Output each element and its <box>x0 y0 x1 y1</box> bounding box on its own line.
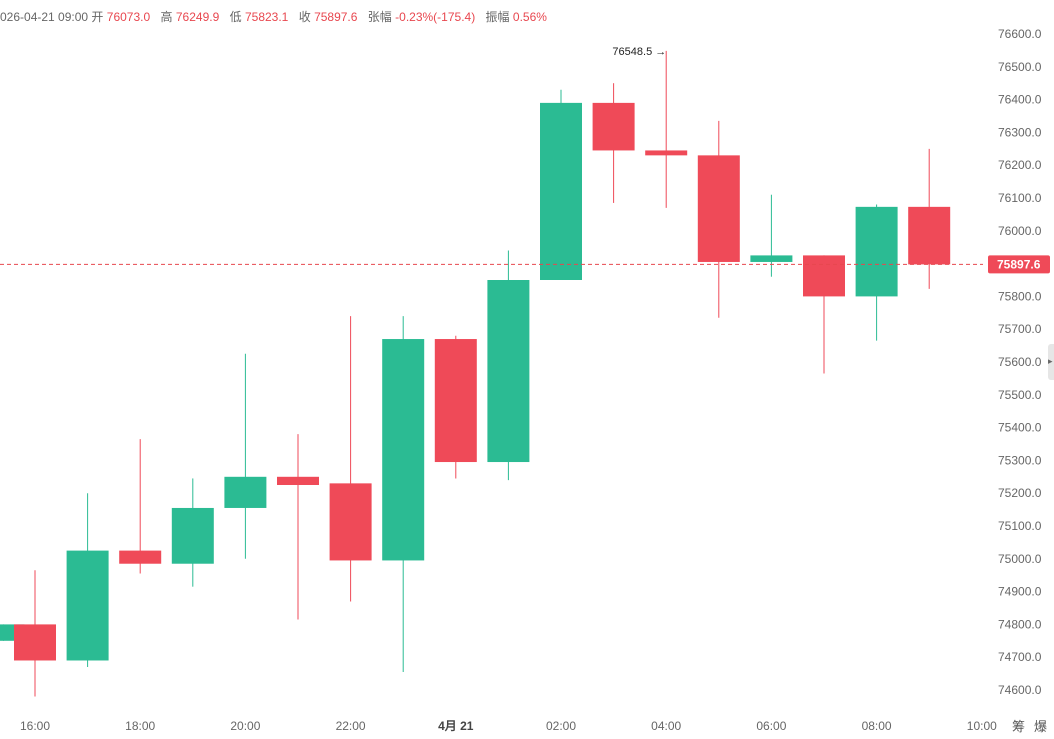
chip-distribution-label[interactable]: 筹 <box>1012 719 1025 734</box>
info-low-value: 75823.1 <box>244 10 289 24</box>
info-high-label: 高 <box>160 10 173 24</box>
time-tick-label: 4月 21 <box>438 719 474 733</box>
info-low-label: 低 <box>229 10 242 24</box>
info-datetime: 026-04-21 09:00 <box>0 10 89 24</box>
price-tick-label: 75400.0 <box>998 421 1042 435</box>
candle-23:00[interactable] <box>382 316 425 672</box>
ohlc-info-bar: 026-04-21 09:00 开 76073.0 高 76249.9 低 75… <box>0 8 554 24</box>
price-tick-label: 76300.0 <box>998 125 1042 139</box>
candle-body <box>224 476 267 508</box>
arrow-right-icon: → <box>655 46 666 58</box>
candle-00:00[interactable] <box>434 335 477 479</box>
candle-body <box>803 255 845 297</box>
info-change-value: -0.23%(-175.4) <box>395 10 476 24</box>
candle-01:00[interactable] <box>487 250 530 481</box>
price-tick-label: 75500.0 <box>998 388 1042 402</box>
price-tick-label: 75600.0 <box>998 355 1042 369</box>
candle-19:00[interactable] <box>171 478 214 587</box>
price-tick-label: 76500.0 <box>998 60 1042 74</box>
price-axis[interactable]: 76600.0 76500.0 76400.0 76300.0 76200.0 76100… <box>998 27 1042 697</box>
time-tick-label: 06:00 <box>756 719 786 733</box>
candle-body <box>382 339 425 561</box>
candle-21:00[interactable] <box>277 434 319 620</box>
time-tick-label: 16:00 <box>20 719 50 733</box>
candle-17:00[interactable] <box>66 493 109 668</box>
price-tick-label: 75300.0 <box>998 453 1042 467</box>
max-price-annotation: 76548.5 <box>612 46 652 58</box>
price-tick-label: 75800.0 <box>998 289 1042 303</box>
time-axis[interactable]: 16:00 18:00 20:00 22:00 4月 21 02:00 04:00 06:00… <box>20 719 997 733</box>
candle-16:00[interactable] <box>14 570 56 697</box>
candle-body <box>487 280 530 463</box>
candle-body <box>66 550 109 661</box>
candle-09:00[interactable] <box>908 148 951 289</box>
candles-layer <box>0 50 951 697</box>
candle-body <box>908 206 951 265</box>
time-tick-label: 18:00 <box>125 719 155 733</box>
time-tick-label: 08:00 <box>862 719 892 733</box>
info-close-value: 75897.6 <box>314 10 358 24</box>
candle-07:00[interactable] <box>803 255 845 374</box>
price-tick-label: 75200.0 <box>998 486 1042 500</box>
candle-03:00[interactable] <box>592 83 635 203</box>
candle-body <box>329 483 372 561</box>
price-tick-label: 75700.0 <box>998 322 1042 336</box>
candle-body <box>434 339 477 463</box>
current-price-tag-bg <box>988 255 1050 274</box>
candle-05:00[interactable] <box>697 120 740 318</box>
side-collapse-handle[interactable]: ▸ <box>1048 344 1054 380</box>
candle-18:00[interactable] <box>119 439 162 574</box>
price-tick-label: 76400.0 <box>998 93 1042 107</box>
candle-04:00[interactable] <box>645 50 688 208</box>
time-tick-label: 22:00 <box>336 719 366 733</box>
info-change-label: 张幅 <box>367 10 392 24</box>
current-price-tag: 75897.6 <box>988 255 1050 274</box>
price-tick-label: 76100.0 <box>998 191 1042 205</box>
time-tick-label: 20:00 <box>230 719 260 733</box>
price-tick-label: 75000.0 <box>998 552 1042 566</box>
candle-body <box>277 476 319 485</box>
info-amplitude-value: 0.56% <box>512 10 547 24</box>
info-open-value: 76073.0 <box>106 10 151 24</box>
info-close-label: 收 <box>298 10 311 24</box>
info-high-value: 76249.9 <box>175 10 220 24</box>
candle-02:00[interactable] <box>540 89 582 280</box>
price-tick-label: 74800.0 <box>998 617 1042 631</box>
candle-body <box>14 624 56 661</box>
chevron-right-icon: ▸ <box>1048 356 1053 366</box>
liquidation-label[interactable]: 爆 <box>1034 719 1047 734</box>
current-price-label: 75897.6 <box>997 257 1041 271</box>
price-tick-label: 74700.0 <box>998 650 1042 664</box>
candle-body <box>645 150 688 156</box>
candle-22:00[interactable] <box>329 316 372 602</box>
candle-body <box>750 255 793 262</box>
price-tick-label: 75100.0 <box>998 519 1042 533</box>
candle-06:00[interactable] <box>750 194 793 277</box>
price-tick-label: 74600.0 <box>998 683 1042 697</box>
time-tick-label: 02:00 <box>546 719 576 733</box>
price-tick-label: 76600.0 <box>998 27 1042 41</box>
candle-08:00[interactable] <box>855 204 898 341</box>
candle-body <box>855 206 898 297</box>
info-open-label: 开 <box>91 10 104 24</box>
time-tick-label: 04:00 <box>651 719 681 733</box>
price-tick-label: 74900.0 <box>998 585 1042 599</box>
candle-body <box>592 102 635 151</box>
candle-body <box>119 550 162 564</box>
candle-20:00[interactable] <box>224 353 267 559</box>
info-amplitude-label: 振幅 <box>485 10 510 24</box>
time-tick-label: 10:00 <box>967 719 997 733</box>
candle-body <box>171 507 214 564</box>
max-annotation: 76548.5 → <box>612 46 666 58</box>
candle-body <box>697 155 740 262</box>
candle-body <box>540 102 582 280</box>
price-tick-label: 76200.0 <box>998 158 1042 172</box>
price-tick-label: 76000.0 <box>998 224 1042 238</box>
